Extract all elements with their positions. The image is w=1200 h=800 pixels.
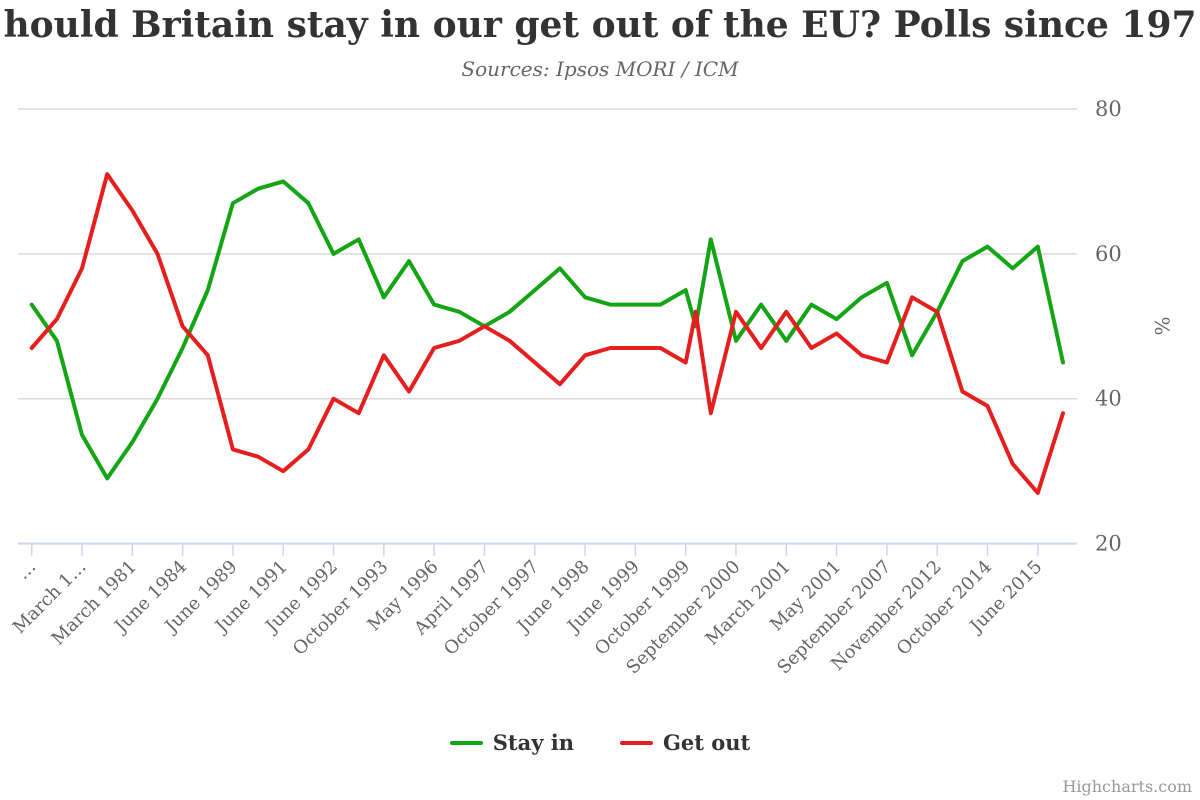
- y-axis-title-percent: %: [1150, 316, 1174, 335]
- gridlines: [18, 108, 1077, 545]
- series-line-get-out[interactable]: [29, 172, 1065, 495]
- y-axis-label-20: 20: [1095, 532, 1122, 556]
- series-line-stay-in[interactable]: [29, 179, 1065, 481]
- stay-in-legend-label: Stay in: [492, 730, 574, 755]
- legend: Stay in Get out: [0, 730, 1200, 755]
- chart-subtitle: Sources: Ipsos MORI / ICM: [461, 57, 739, 81]
- stay-in-legend-swatch: [449, 740, 483, 745]
- legend-item-get-out[interactable]: Get out: [619, 730, 751, 755]
- legend-item-stay-in[interactable]: Stay in: [449, 730, 574, 755]
- highcharts-credits[interactable]: Highcharts.com: [1062, 777, 1192, 796]
- y-axis-label-80: 80: [1095, 97, 1122, 121]
- get-out-legend-swatch: [619, 740, 653, 745]
- chart-title: hould Britain stay in our get out of the…: [3, 4, 1197, 46]
- x-axis-label: …: [13, 556, 41, 584]
- y-axis-label-40: 40: [1095, 387, 1122, 411]
- y-axis-label-60: 60: [1095, 242, 1122, 266]
- x-axis-ticks: [30, 544, 1039, 556]
- y-axis-labels: 80 60 40 20: [1095, 97, 1122, 556]
- get-out-legend-label: Get out: [662, 730, 751, 755]
